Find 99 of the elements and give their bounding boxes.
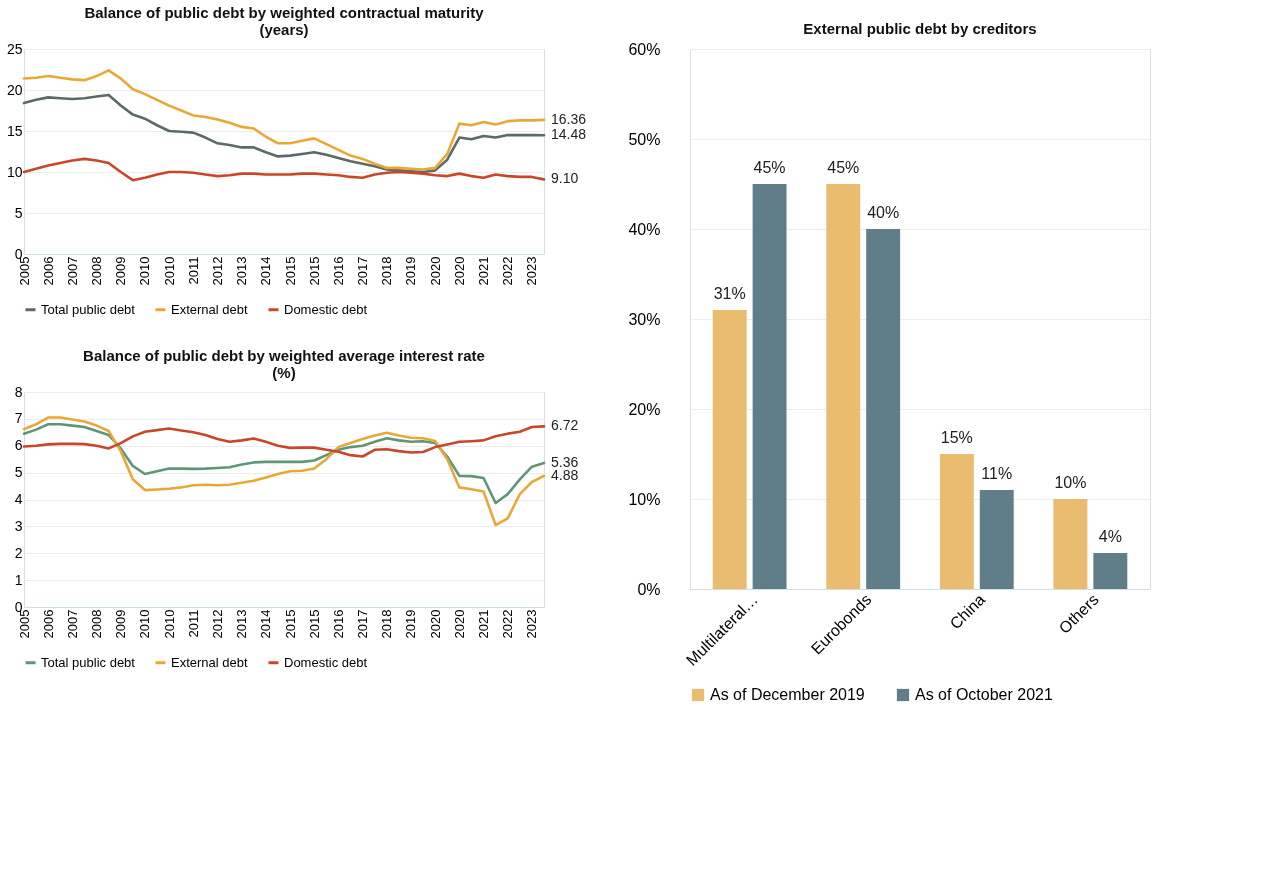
bar — [826, 184, 861, 589]
line-series — [22, 422, 546, 505]
y-tick-label: 60% — [628, 40, 661, 58]
x-tick-label: 2010 — [161, 256, 177, 286]
chart-title: Balance of public debt by weighted contractual maturity (years) — [84, 4, 485, 38]
y-tick-label: 2 — [14, 544, 23, 561]
legend-label: As of October 2021 — [915, 686, 1053, 703]
data-label: 11% — [981, 465, 1013, 482]
x-tick-label: 2015 — [306, 256, 322, 286]
x-tick-label: 2014 — [258, 609, 274, 639]
y-tick-label: 20 — [6, 81, 23, 98]
x-tick-label: 2009 — [113, 609, 129, 639]
x-tick-label: 2006 — [40, 256, 56, 286]
y-tick-label: 8 — [14, 383, 23, 400]
x-tick-label: 2020 — [427, 609, 443, 639]
x-tick-label: 2010 — [137, 256, 153, 286]
y-tick-label: 4 — [14, 491, 23, 507]
x-tick-label: 2017 — [355, 609, 371, 639]
x-tick-label: 2013 — [234, 609, 250, 639]
chart-title: Balance of public debt by weighted average interest rate (%) — [83, 347, 485, 381]
data-label: 10% — [1054, 474, 1087, 491]
bar — [1053, 499, 1088, 589]
x-tick-label: 2021 — [476, 256, 492, 286]
x-tick-label: 2010 — [137, 609, 153, 639]
y-tick-label: 50% — [628, 130, 661, 148]
y-tick-label: 40% — [628, 220, 661, 238]
x-tick-label: 2008 — [89, 256, 105, 286]
y-tick-label: 1 — [14, 571, 23, 588]
legend-label: Total public debt — [41, 654, 136, 670]
x-tick-label: 2015 — [282, 609, 298, 639]
x-tick-label: 2020 — [451, 256, 467, 286]
x-tick-label: 2010 — [161, 609, 177, 639]
bar — [1093, 553, 1128, 589]
y-tick-label: 6 — [14, 437, 23, 454]
bar — [752, 184, 787, 589]
x-tick-label: 2019 — [403, 609, 419, 639]
data-label: 16.36 — [551, 110, 587, 127]
x-tick-label: 2020 — [427, 256, 443, 286]
x-tick-label: 2012 — [209, 609, 225, 639]
legend-label: External debt — [171, 301, 248, 317]
y-tick-label: 10 — [6, 163, 23, 180]
data-label: 15% — [940, 429, 973, 446]
x-tick-label: 2014 — [258, 256, 274, 286]
x-tick-label: 2021 — [476, 609, 492, 639]
legend-label: Domestic debt — [284, 654, 368, 670]
legend-label: As of December 2019 — [710, 686, 865, 703]
x-tick-label: 2011 — [185, 256, 201, 285]
data-label: 45% — [753, 159, 786, 176]
x-tick-label: 2012 — [209, 256, 225, 286]
y-tick-label: 15 — [6, 122, 23, 139]
y-tick-label: 5 — [14, 204, 23, 221]
line-series — [22, 425, 546, 458]
legend-label: Domestic debt — [284, 301, 368, 317]
legend-label: Total public debt — [41, 301, 136, 317]
x-tick-label: 2007 — [64, 609, 80, 639]
line-series — [22, 416, 546, 527]
data-label: 45% — [827, 159, 860, 176]
x-tick-label: 2023 — [524, 256, 540, 286]
x-tick-label: 2008 — [89, 609, 105, 639]
x-tick-label: 2017 — [355, 256, 371, 286]
data-label: 9.10 — [551, 170, 579, 187]
y-tick-label: 5 — [14, 464, 23, 481]
data-label: 14.48 — [551, 126, 587, 143]
bar — [866, 229, 901, 589]
bar — [712, 310, 747, 589]
data-label: 6.72 — [551, 417, 579, 434]
x-tick-label: 2022 — [500, 609, 516, 639]
x-tick-label: 2015 — [282, 256, 298, 286]
x-tick-label: 2013 — [234, 256, 250, 286]
x-tick-label: 2020 — [451, 609, 467, 639]
y-tick-label: 30% — [628, 310, 661, 328]
data-label: 4% — [1098, 528, 1122, 545]
x-tick-label: 2019 — [403, 256, 419, 286]
x-tick-label: 2009 — [113, 256, 129, 286]
y-tick-label: 7 — [14, 410, 23, 427]
data-label: 40% — [867, 204, 900, 221]
line-series — [22, 69, 546, 171]
x-tick-label: 2007 — [64, 256, 80, 286]
y-tick-label: 20% — [628, 400, 661, 418]
x-tick-label: 2006 — [40, 609, 56, 639]
x-tick-label: 2015 — [306, 609, 322, 639]
x-tick-label: 2016 — [330, 256, 346, 286]
y-tick-label: 25 — [6, 40, 23, 57]
y-tick-label: 0% — [637, 580, 661, 598]
x-tick-label: 2018 — [379, 609, 395, 639]
y-tick-label: 3 — [14, 517, 23, 534]
x-tick-label: 2022 — [500, 256, 516, 286]
bar — [979, 490, 1014, 589]
x-tick-label: 2016 — [330, 609, 346, 639]
data-label: 31% — [713, 285, 746, 302]
line-series — [22, 93, 546, 174]
x-tick-label: 2018 — [379, 256, 395, 286]
chart-title: External public debt by creditors — [803, 20, 1037, 37]
y-tick-label: 10% — [628, 490, 661, 508]
line-series — [22, 157, 546, 182]
legend-label: External debt — [171, 654, 248, 670]
x-tick-label: 2011 — [185, 609, 201, 638]
bar — [939, 454, 974, 589]
x-tick-label: 2023 — [524, 609, 540, 639]
